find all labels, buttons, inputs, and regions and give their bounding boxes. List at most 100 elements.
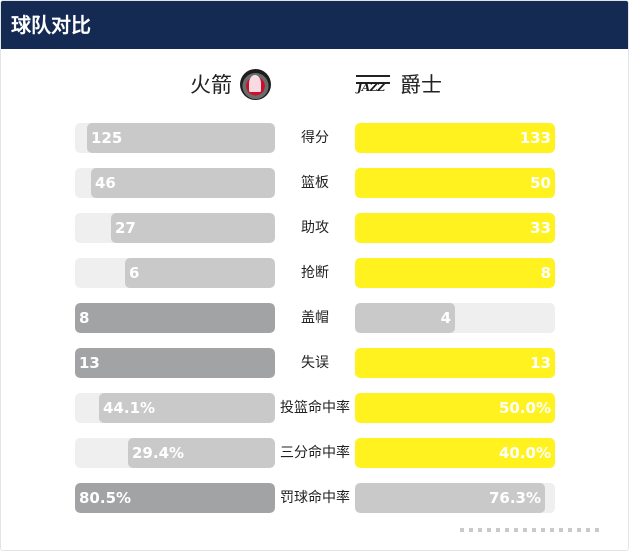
away-stat-value: 4 [440, 309, 451, 327]
watermark-dot [577, 528, 581, 532]
away-bar-track: 50 [355, 168, 555, 198]
watermark-dot [460, 528, 464, 532]
watermark-dot [478, 528, 482, 532]
home-bar-track: 46 [75, 168, 275, 198]
away-bar-track: 50.0% [355, 393, 555, 423]
away-bar-track: 40.0% [355, 438, 555, 468]
jazz-logo-text: JAZZ [357, 81, 385, 94]
home-stat-value: 46 [95, 174, 116, 192]
home-stat-value: 8 [79, 309, 90, 327]
home-stat-value: 27 [115, 219, 136, 237]
stat-label: 失误 [301, 355, 329, 371]
away-team-name: 爵士 [400, 73, 442, 97]
watermark-dot [586, 528, 590, 532]
watermark-dot [550, 528, 554, 532]
home-bar-fill: 27 [111, 213, 275, 243]
home-team[interactable]: 火箭 [190, 68, 271, 100]
away-bar-fill: 133 [355, 123, 555, 153]
away-bar-track: 8 [355, 258, 555, 288]
panel-title: 球队对比 [11, 13, 91, 37]
stat-row: 46 篮板 50 [1, 168, 628, 198]
watermark-dot [514, 528, 518, 532]
away-stat-value: 50.0% [498, 399, 551, 417]
stat-row: 29.4% 三分命中率 40.0% [1, 438, 628, 468]
away-bar-track: 4 [355, 303, 555, 333]
home-bar-fill: 46 [91, 168, 275, 198]
home-bar-fill: 13 [75, 348, 275, 378]
stat-label: 罚球命中率 [280, 490, 350, 506]
watermark-dot [469, 528, 473, 532]
watermark-dots [460, 528, 599, 532]
home-bar-track: 44.1% [75, 393, 275, 423]
away-stat-value: 33 [530, 219, 551, 237]
stat-label: 盖帽 [301, 310, 329, 326]
home-bar-fill: 125 [87, 123, 275, 153]
home-bar-track: 29.4% [75, 438, 275, 468]
home-bar-fill: 8 [75, 303, 275, 333]
home-bar-track: 13 [75, 348, 275, 378]
home-bar-fill: 80.5% [75, 483, 275, 513]
away-bar-fill: 33 [355, 213, 555, 243]
watermark-dot [505, 528, 509, 532]
home-stat-value: 29.4% [132, 444, 185, 462]
stat-label: 篮板 [301, 175, 329, 191]
away-bar-fill: 76.3% [355, 483, 545, 513]
watermark-dot [568, 528, 572, 532]
home-bar-track: 125 [75, 123, 275, 153]
home-bar-track: 8 [75, 303, 275, 333]
home-stat-value: 6 [129, 264, 140, 282]
away-bar-track: 13 [355, 348, 555, 378]
away-bar-track: 133 [355, 123, 555, 153]
away-stat-value: 8 [540, 264, 551, 282]
watermark-dot [595, 528, 599, 532]
home-stat-value: 44.1% [103, 399, 156, 417]
home-bar-fill: 29.4% [128, 438, 275, 468]
stat-row: 80.5% 罚球命中率 76.3% [1, 483, 628, 513]
watermark-dot [559, 528, 563, 532]
stat-row: 6 抢断 8 [1, 258, 628, 288]
away-stat-value: 133 [519, 129, 551, 147]
away-stat-value: 50 [530, 174, 551, 192]
away-stat-value: 40.0% [498, 444, 551, 462]
watermark-dot [541, 528, 545, 532]
away-bar-fill: 4 [355, 303, 455, 333]
stat-label: 投篮命中率 [280, 400, 350, 416]
watermark-dot [532, 528, 536, 532]
away-bar-fill: 40.0% [355, 438, 555, 468]
home-stat-value: 13 [79, 354, 100, 372]
stat-row: 13 失误 13 [1, 348, 628, 378]
home-bar-track: 6 [75, 258, 275, 288]
watermark-dot [523, 528, 527, 532]
panel-header: 球队对比 [1, 1, 628, 49]
stat-row: 8 盖帽 4 [1, 303, 628, 333]
home-team-name: 火箭 [190, 73, 232, 97]
home-bar-fill: 6 [125, 258, 275, 288]
home-stat-value: 125 [91, 129, 123, 147]
jazz-logo-icon: JAZZ [356, 73, 392, 95]
stat-label: 抢断 [301, 265, 329, 281]
away-stat-value: 76.3% [488, 489, 541, 507]
jazz-logo-bars [356, 75, 390, 84]
watermark-dot [496, 528, 500, 532]
home-stat-value: 80.5% [79, 489, 132, 507]
away-team[interactable]: JAZZ 爵士 [356, 69, 442, 99]
away-bar-track: 76.3% [355, 483, 555, 513]
stat-label: 助攻 [301, 220, 329, 236]
away-bar-fill: 13 [355, 348, 555, 378]
away-bar-track: 33 [355, 213, 555, 243]
stat-label: 三分命中率 [280, 445, 350, 461]
watermark-dot [487, 528, 491, 532]
home-bar-track: 27 [75, 213, 275, 243]
away-bar-fill: 50 [355, 168, 555, 198]
stat-row: 44.1% 投篮命中率 50.0% [1, 393, 628, 423]
stat-label: 得分 [301, 130, 329, 146]
away-stat-value: 13 [530, 354, 551, 372]
stat-row: 125 得分 133 [1, 123, 628, 153]
away-bar-fill: 8 [355, 258, 555, 288]
away-bar-fill: 50.0% [355, 393, 555, 423]
rockets-logo-icon [240, 68, 271, 100]
home-bar-fill: 44.1% [99, 393, 275, 423]
home-bar-track: 80.5% [75, 483, 275, 513]
stat-row: 27 助攻 33 [1, 213, 628, 243]
